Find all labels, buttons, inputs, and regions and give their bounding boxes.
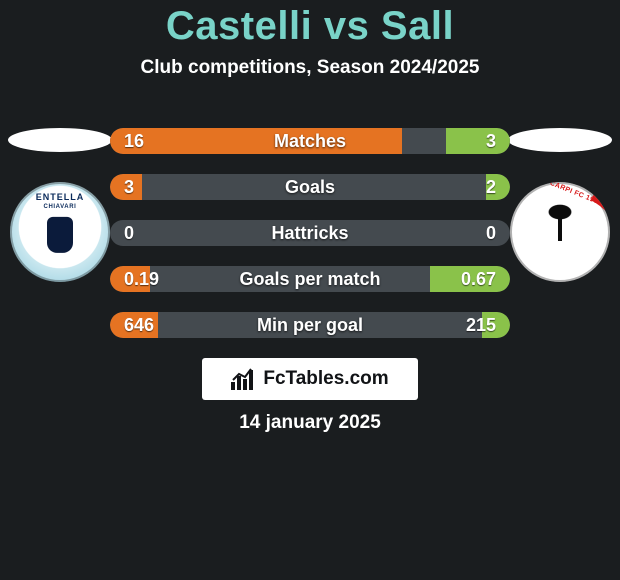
page-subtitle: Club competitions, Season 2024/2025 [0,57,620,79]
stat-row: 00Hattricks [110,220,510,246]
page-title: Castelli vs Sall [0,4,620,49]
stats-block: 163Matches 32Goals 00Hattricks 0.190.67Goal… [110,128,510,358]
stat-row: 646215Min per goal [110,312,510,338]
stat-label: Min per goal [110,312,510,338]
left-club-badge [10,182,110,282]
stat-label: Goals per match [110,266,510,292]
stat-label: Hattricks [110,220,510,246]
right-player-avatar-placeholder [508,128,612,152]
carpi-palm-icon [558,215,562,241]
entella-figure-icon [47,217,73,253]
comparison-infographic: Castelli vs Sall Club competitions, Seas… [0,4,620,580]
right-player-slot: CARPI FC 1909 [506,128,614,282]
stat-row: 163Matches [110,128,510,154]
stat-label: Matches [110,128,510,154]
left-player-slot [6,128,114,282]
brand-bars-icon [231,368,257,390]
left-player-avatar-placeholder [8,128,112,152]
brand-label: FcTables.com [263,368,388,390]
brand-box: FcTables.com [202,358,418,400]
stat-label: Goals [110,174,510,200]
date-label: 14 january 2025 [0,412,620,434]
right-club-badge: CARPI FC 1909 [510,182,610,282]
stat-row: 0.190.67Goals per match [110,266,510,292]
stat-row: 32Goals [110,174,510,200]
